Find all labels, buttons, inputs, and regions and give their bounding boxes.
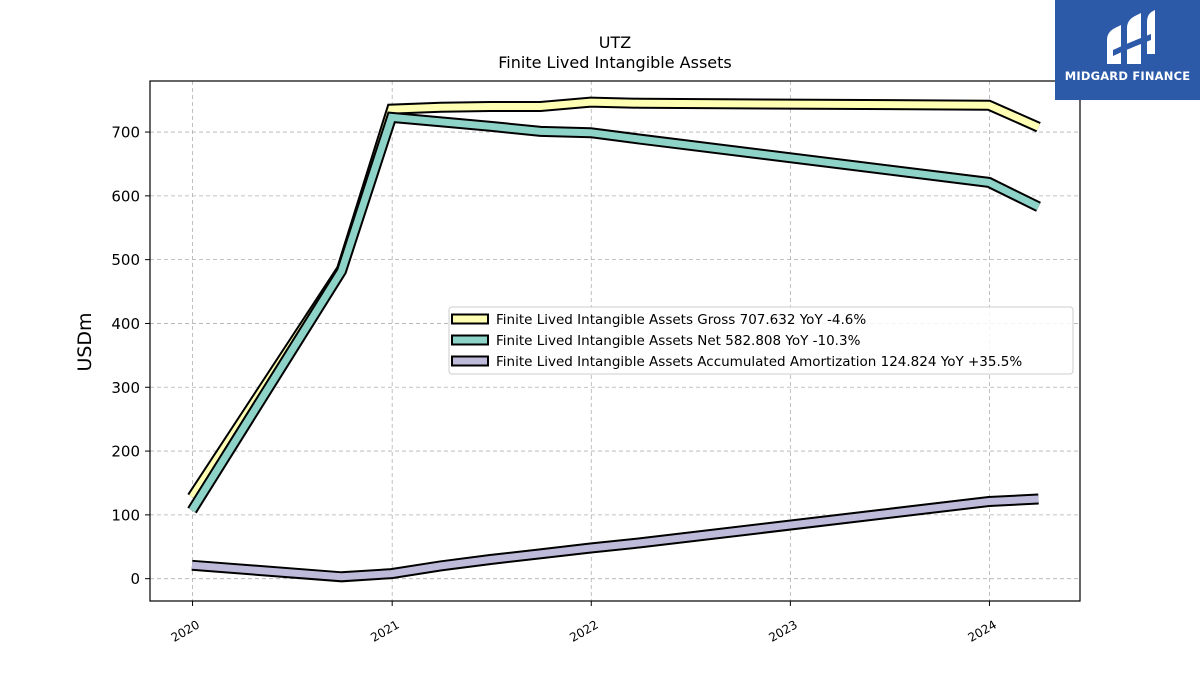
- chart-legend: Finite Lived Intangible Assets Gross 707…: [448, 306, 1074, 375]
- x-tick-label: 2020: [169, 617, 202, 644]
- legend-entry: Finite Lived Intangible Assets Gross 707…: [496, 312, 866, 328]
- logo-text: MIDGARD FINANCE: [1064, 69, 1191, 83]
- y-tick-label: 100: [111, 506, 140, 524]
- y-tick-label: 300: [111, 379, 140, 397]
- series-3-line: [191, 495, 1039, 581]
- series-lines: [187, 96, 1041, 583]
- legend-swatch: [451, 334, 489, 346]
- plot-frame: [149, 80, 1081, 602]
- y-tick-label: 0: [130, 570, 140, 588]
- legend-box: [448, 306, 1074, 375]
- legend-entry: Finite Lived Intangible Assets Accumulat…: [496, 354, 1022, 370]
- x-axis-ticks: 2020 2021 2022 2023 2024: [169, 601, 999, 645]
- y-axis-ticks: 0 100 200 300 400 500 600 700: [111, 124, 150, 588]
- y-tick-label: 200: [111, 443, 140, 461]
- y-tick-label: 600: [111, 187, 140, 205]
- x-tick-label: 2022: [567, 617, 600, 644]
- y-tick-label: 700: [111, 124, 140, 142]
- x-tick-label: 2023: [766, 617, 799, 644]
- y-tick-label: 400: [111, 315, 140, 333]
- midgard-finance-logo: MIDGARD FINANCE: [1055, 0, 1200, 100]
- series-3: [191, 493, 1039, 583]
- y-tick-label: 500: [111, 251, 140, 269]
- series-2-line: [189, 113, 1041, 513]
- x-tick-label: 2024: [966, 617, 999, 644]
- series-2: [187, 111, 1041, 514]
- chart-subtitle: Finite Lived Intangible Assets: [498, 53, 731, 72]
- legend-swatch: [451, 313, 489, 325]
- legend-swatch: [451, 355, 489, 367]
- x-tick-label: 2021: [368, 617, 401, 644]
- midgard-logo-icon: [1107, 10, 1155, 64]
- y-axis-label: USDm: [74, 312, 96, 371]
- legend-entry: Finite Lived Intangible Assets Net 582.8…: [496, 333, 861, 349]
- chart-title: UTZ: [599, 33, 631, 52]
